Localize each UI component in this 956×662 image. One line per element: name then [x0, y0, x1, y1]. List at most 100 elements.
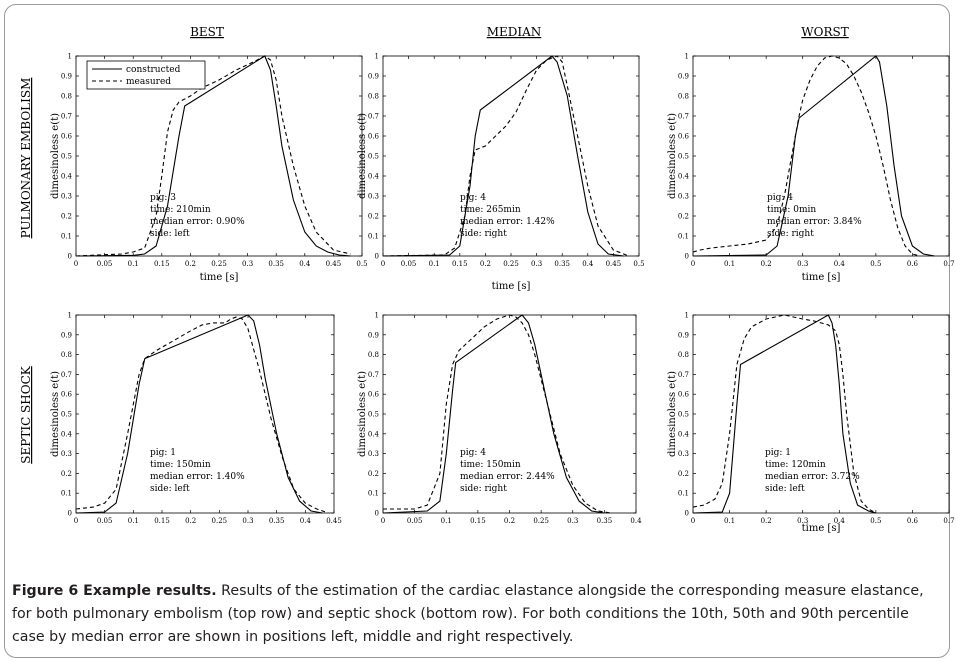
x-tick-label: 0.15	[470, 517, 486, 525]
panel-pulmonary-embolism-best: 0 0.05 0.1 0.15 0.2 0.25 0.3 0.35 0.4 0.45 0.5 0 0.1…	[50, 53, 368, 284]
y-tick-label: 0.7	[368, 113, 379, 121]
y-tick-label: 0.7	[61, 113, 72, 121]
x-tick-label: 0.4	[630, 517, 642, 525]
x-tick-label: 0.4	[299, 260, 311, 268]
y-tick-label: 0	[68, 510, 72, 518]
x-tick-label: 0.25	[503, 260, 519, 268]
y-tick-label: 0.1	[368, 490, 379, 498]
y-tick-label: 0.6	[678, 391, 690, 399]
y-tick-label: 0.4	[368, 430, 380, 438]
annotation-line: median error: 1.40%	[150, 472, 245, 482]
annotation-line: pig: 4	[460, 448, 486, 458]
y-tick-label: 0.8	[368, 93, 379, 101]
figure-plot-area: BEST MEDIAN WORST PULMONARY EMBOLISM SEP…	[19, 25, 955, 535]
x-tick-label: 0.3	[242, 517, 253, 525]
annotation-line: pig: 4	[767, 193, 793, 203]
x-tick-label: 0	[381, 260, 385, 268]
y-tick-label: 0.4	[61, 173, 73, 181]
y-tick-label: 1	[685, 312, 689, 320]
y-tick-label: 0.9	[368, 331, 379, 339]
row-header-pulmonary-embolism: PULMONARY EMBOLISM	[19, 78, 33, 239]
x-tick-label: 0.25	[533, 517, 549, 525]
x-tick-label: 0.15	[452, 260, 468, 268]
x-axis-label: time [s]	[802, 523, 841, 534]
panel-septic-shock-median: 0 0.05 0.1 0.15 0.2 0.25 0.3 0.35 0.4 0 0.1 0.2 0.3 0…	[357, 312, 642, 526]
series-constructed	[382, 314, 605, 514]
x-tick-label: 0.3	[797, 260, 808, 268]
figure-frame	[4, 4, 950, 658]
annotation-line: time: 265min	[460, 205, 521, 215]
x-tick-label: 0.15	[154, 517, 170, 525]
x-axis-label: time [s]	[492, 281, 531, 292]
caption-text: Results of the estimation of the cardiac…	[12, 583, 924, 645]
x-tick-label: 0.2	[504, 517, 515, 525]
x-tick-label: 0.4	[834, 517, 846, 525]
series-constructed	[692, 55, 935, 257]
x-tick-label: 0.15	[154, 260, 170, 268]
x-tick-label: 0.35	[597, 517, 613, 525]
y-tick-label: 0.1	[678, 490, 689, 498]
annotation-line: median error: 0.90%	[150, 217, 245, 227]
x-tick-label: 0.7	[943, 517, 954, 525]
x-tick-label: 0	[381, 517, 385, 525]
axes-box	[75, 314, 335, 514]
y-tick-label: 0.8	[678, 93, 689, 101]
x-tick-label: 0.2	[761, 260, 772, 268]
y-tick-label: 0.9	[678, 331, 689, 339]
y-tick-label: 0.5	[678, 153, 689, 161]
y-tick-label: 0.7	[368, 371, 379, 379]
x-tick-label: 0.2	[185, 517, 196, 525]
y-tick-label: 1	[375, 312, 379, 320]
x-tick-label: 0.1	[128, 260, 139, 268]
x-tick-label: 0.3	[567, 517, 578, 525]
series-constructed	[75, 314, 323, 514]
annotation-line: median error: 3.72%	[765, 472, 860, 482]
y-tick-label: 0.2	[368, 213, 379, 221]
row-header-septic-shock: SEPTIC SHOCK	[19, 365, 33, 464]
x-tick-label: 0.1	[128, 517, 139, 525]
y-tick-label: 0.3	[678, 193, 689, 201]
y-tick-label: 0.6	[678, 133, 690, 141]
caption-label: Figure 6 Example results.	[12, 583, 217, 599]
x-axis-label: time [s]	[802, 272, 841, 283]
legend-box	[86, 60, 206, 90]
y-axis-label: dimesinoless e(t)	[357, 371, 368, 457]
annotation-line: pig: 1	[150, 448, 176, 458]
x-tick-label: 0.35	[269, 517, 285, 525]
y-axis-label: dimesinoless e(t)	[50, 113, 61, 199]
y-tick-label: 0	[68, 253, 72, 261]
panel-septic-shock-worst: 0 0.1 0.2 0.3 0.4 0.5 0.6 0.7 0 0.1 0.2 0.3 0.4 0.5 0.…	[667, 312, 955, 535]
x-tick-label: 0.45	[326, 260, 342, 268]
x-tick-label: 0.1	[724, 260, 735, 268]
x-tick-label: 0.05	[407, 517, 423, 525]
series-measured	[692, 55, 920, 257]
annotation-line: pig: 3	[150, 193, 176, 203]
y-tick-label: 0.8	[368, 351, 379, 359]
x-tick-label: 0.05	[97, 260, 113, 268]
y-tick-label: 0.4	[678, 430, 690, 438]
series-measured	[75, 316, 329, 514]
series-constructed	[382, 55, 624, 257]
legend: constructed measured	[86, 60, 206, 90]
y-tick-label: 0.1	[368, 233, 379, 241]
y-tick-label: 0.8	[61, 351, 72, 359]
annotation-line: side: right	[460, 484, 507, 494]
y-tick-label: 0.7	[678, 113, 689, 121]
x-tick-label: 0.35	[554, 260, 570, 268]
y-tick-label: 0.9	[61, 331, 72, 339]
x-tick-label: 0.1	[429, 260, 440, 268]
y-tick-label: 0.9	[368, 73, 379, 81]
x-tick-label: 0.35	[268, 260, 284, 268]
y-tick-label: 0.6	[368, 133, 380, 141]
y-tick-label: 0.2	[678, 213, 689, 221]
y-tick-label: 0.7	[61, 371, 72, 379]
annotation-line: pig: 4	[460, 193, 486, 203]
y-tick-label: 1	[68, 312, 72, 320]
x-tick-label: 0	[74, 517, 78, 525]
y-tick-label: 1	[685, 53, 689, 61]
legend-label-measured: measured	[126, 77, 171, 87]
y-tick-label: 0.1	[678, 233, 689, 241]
y-tick-label: 0.6	[368, 391, 380, 399]
y-tick-label: 0.3	[61, 450, 72, 458]
y-tick-label: 0.1	[61, 233, 72, 241]
